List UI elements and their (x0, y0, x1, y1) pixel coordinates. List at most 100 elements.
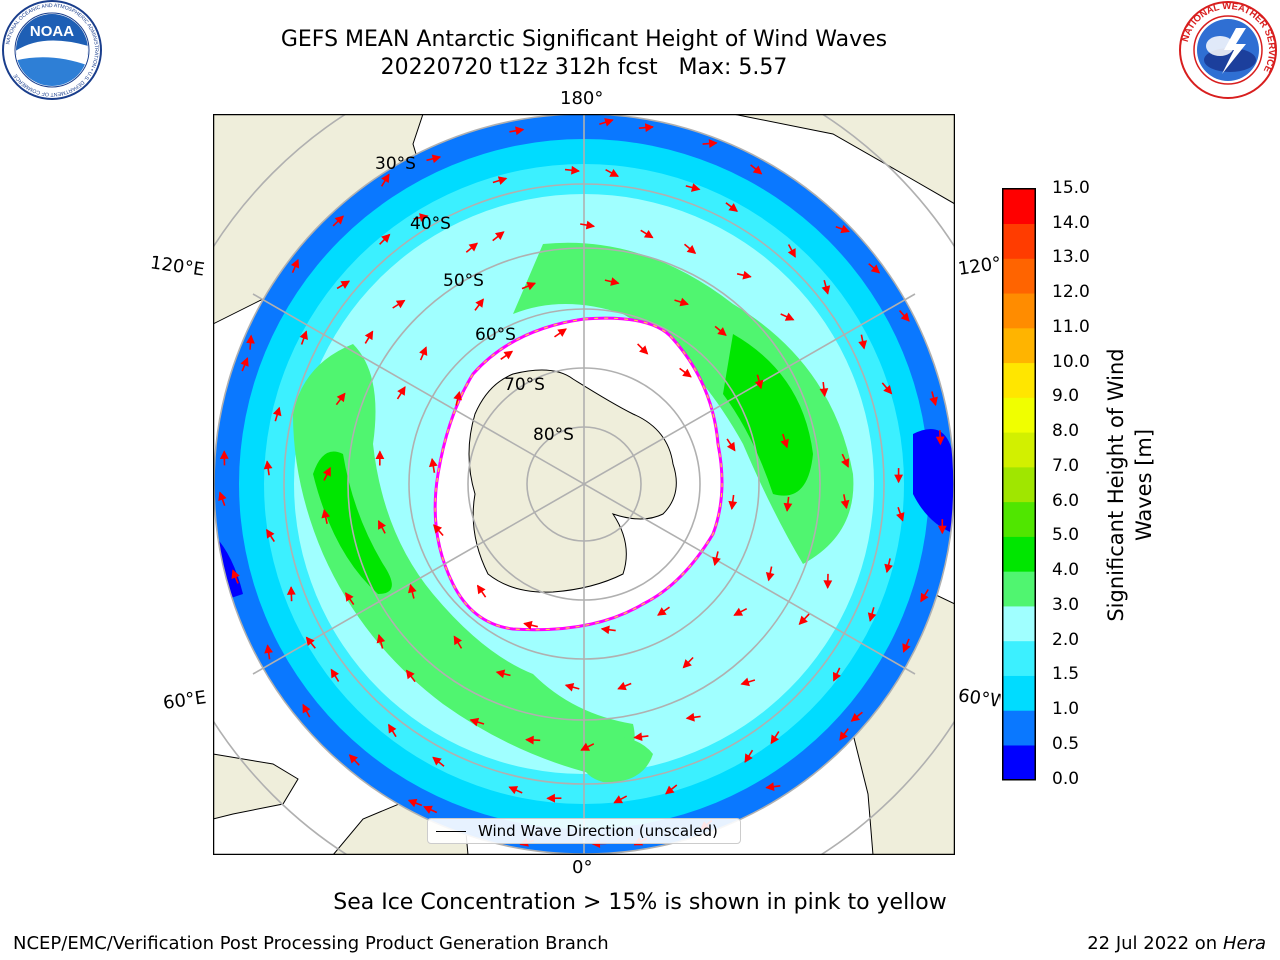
wave-vector-head (600, 625, 610, 635)
colorbar-title: Significant Height of Wind Waves [m] (1102, 348, 1158, 621)
wave-vector-head (728, 500, 738, 510)
wave-vector-head (266, 528, 275, 539)
wave-vector-head (894, 474, 904, 484)
wave-vector-head (476, 584, 486, 595)
colorbar-title-line-1: Significant Height of Wind (1104, 348, 1128, 622)
wave-vector-head (405, 669, 415, 680)
wave-vector-head (263, 460, 273, 470)
wave-vector-head (821, 285, 831, 295)
colorbar-tick-label: 14.0 (1052, 212, 1090, 233)
footer-credit: NCEP/EMC/Verification Post Processing Pr… (13, 933, 609, 954)
wave-vector-head (609, 168, 619, 177)
wave-vector-head (469, 717, 480, 727)
wave-vector-head (218, 491, 227, 502)
wave-vector-head (819, 388, 829, 398)
wave-vector-head (508, 786, 519, 795)
wave-vector-head (397, 386, 406, 396)
colorbar-tick-label: 1.5 (1052, 664, 1080, 685)
colorbar-tick-label: 13.0 (1052, 247, 1090, 268)
colorbar-bin (1002, 710, 1036, 746)
lat-label-60s: 60°S (475, 325, 516, 345)
wave-vector-head (453, 635, 462, 646)
wave-vector-head (375, 450, 385, 459)
wave-vector-head (340, 280, 351, 289)
wave-vector-head (787, 248, 796, 258)
wave-vector-head (752, 165, 763, 175)
wave-vector-head (613, 795, 624, 804)
colorbar-bin (1002, 293, 1036, 329)
colorbar-tick-label: 0.5 (1052, 733, 1080, 754)
colorbar-bin (1002, 675, 1036, 711)
lat-label-30s: 30°S (375, 154, 416, 174)
wave-vector-head (240, 357, 249, 367)
wave-vector-head (633, 732, 643, 742)
wave-vector-head (468, 242, 479, 252)
wave-vector-head (580, 742, 591, 751)
wave-vector-head (883, 384, 893, 395)
wave-vector-head (858, 340, 868, 350)
wave-vector-head (823, 580, 833, 589)
wave-vector-head (840, 224, 850, 234)
colorbar-title-line-2: Waves [m] (1132, 428, 1156, 542)
colorbar (1002, 188, 1036, 781)
wave-vector-head (546, 793, 556, 803)
lon-label-180: 180° (560, 88, 604, 109)
wave-vector-head (726, 441, 736, 452)
colorbar-tick-label: 12.0 (1052, 282, 1090, 303)
wave-vector-head (902, 643, 911, 653)
colorbar-tick-label: 0.0 (1052, 768, 1080, 789)
wave-vector-head (231, 569, 240, 579)
wave-vector-head (495, 669, 506, 679)
wave-vector-head (682, 659, 692, 669)
wave-vector-head (378, 520, 386, 530)
wave-vector-head (348, 754, 358, 764)
wave-vector-head (557, 328, 567, 337)
wave-vector-head (515, 126, 525, 136)
wave-vector-head (617, 681, 627, 691)
wave-vector-head (765, 782, 775, 792)
colorbar-bin (1002, 640, 1036, 676)
colorbar-tick-label: 15.0 (1052, 177, 1090, 198)
lon-label-120w: 120°W (956, 253, 1002, 280)
wave-vector-head (526, 282, 537, 291)
wave-vector-head (381, 173, 390, 184)
colorbar-bin (1002, 327, 1036, 364)
wave-vector-head (929, 396, 938, 407)
wave-vector-head (299, 330, 308, 340)
wave-vector-head (345, 592, 354, 602)
wave-vector-head (867, 612, 877, 622)
wave-vector-head (322, 466, 331, 477)
colorbar-bin (1002, 744, 1036, 781)
wave-vector-head (503, 350, 514, 360)
wave-vector-head (423, 805, 433, 814)
legend-label: Wind Wave Direction (unscaled) (478, 822, 718, 840)
wind-wave-vectors (218, 118, 947, 849)
colorbar-tick-label: 5.0 (1052, 525, 1080, 546)
wave-vector-head (376, 633, 386, 644)
wave-vector-head (712, 556, 721, 567)
sea-ice-caption: Sea Ice Concentration > 15% is shown in … (333, 890, 947, 915)
wave-vector-head (364, 330, 374, 341)
colorbar-bin (1002, 571, 1036, 607)
wave-vector-head (733, 607, 744, 616)
wave-vector-head (685, 712, 695, 722)
wave-vector-head (840, 499, 850, 510)
wave-vector-head (744, 753, 753, 763)
wave-vector-head (717, 327, 727, 336)
lat-label-80s: 80°S (533, 425, 574, 445)
colorbar-bin (1002, 536, 1036, 572)
wave-vector-head (432, 756, 442, 766)
wave-vector-head (336, 392, 346, 403)
wave-vector-head (850, 712, 861, 722)
colorbar-tick-label: 1.0 (1052, 699, 1080, 720)
wave-vector-head (728, 203, 738, 212)
colorbar-tick-label: 3.0 (1052, 594, 1080, 615)
wave-vector-head (754, 379, 764, 390)
noaa-logo: NOAA NATIONAL OCEANIC AND ATMOSPHERIC AD… (2, 0, 102, 100)
wave-vector-head (884, 563, 893, 574)
wave-vector-head (780, 438, 789, 449)
wave-vector-head (264, 644, 273, 654)
colorbar-bin (1002, 362, 1036, 398)
colorbar-tick-label: 7.0 (1052, 455, 1080, 476)
wave-vector-head (665, 785, 675, 795)
